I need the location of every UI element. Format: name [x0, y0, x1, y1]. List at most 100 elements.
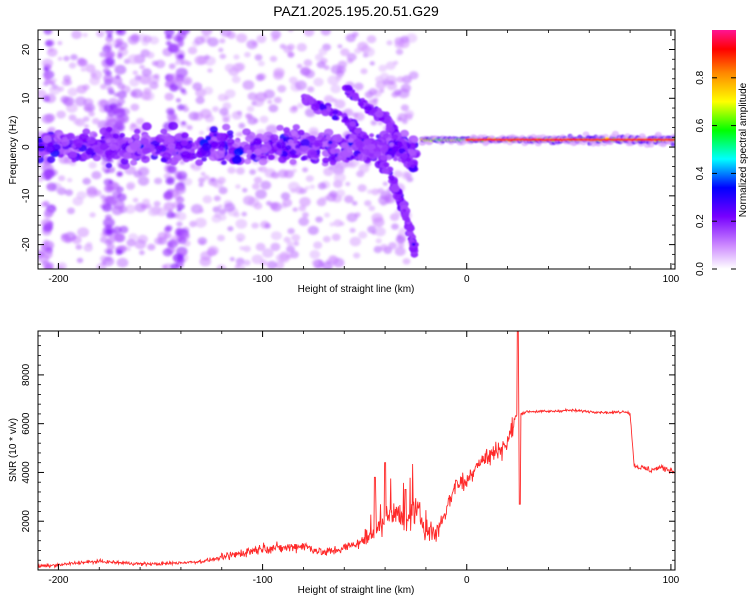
spectral-blob: [393, 170, 403, 178]
spectral-blob: [393, 157, 398, 162]
spectral-blob: [277, 85, 287, 93]
spectral-blob: [290, 130, 297, 136]
snr-xtick-label: 100: [663, 575, 680, 586]
colorbar: 0.0 0.2 0.4 0.6 0.8 Normalized spectral ampl…: [695, 30, 749, 276]
spectral-blob: [349, 236, 361, 247]
spectral-blob: [199, 130, 205, 135]
spectral-blob: [56, 110, 66, 119]
spectral-blob: [343, 116, 348, 120]
spectral-blob: [289, 149, 297, 156]
spectral-blob: [103, 217, 115, 228]
spectral-blob: [62, 136, 68, 142]
spectral-blob: [219, 107, 229, 116]
spectral-blob: [73, 118, 81, 125]
spectral-blob: [71, 30, 82, 39]
spectral-blob: [354, 128, 362, 135]
spectral-blob: [298, 205, 307, 212]
spectral-blob: [351, 92, 359, 99]
spectral-blob: [377, 188, 384, 194]
spectral-blob: [176, 231, 182, 236]
spectral-blob: [80, 67, 87, 72]
spectral-blob: [348, 37, 354, 42]
spectral-blob: [67, 207, 75, 215]
spectral-blob: [167, 165, 177, 174]
spectral-blob: [104, 169, 110, 174]
spectral-blob: [383, 162, 390, 168]
spectral-blob: [100, 83, 107, 90]
spectral-blob: [288, 76, 298, 85]
spectral-blob: [168, 209, 174, 214]
spectral-blob: [176, 221, 183, 227]
spectral-blob: [405, 157, 412, 162]
spectral-blob: [107, 237, 115, 244]
spectral-blob: [347, 58, 354, 64]
spectral-blob: [375, 80, 387, 90]
spectral-blob: [177, 53, 184, 60]
spectral-blob: [51, 77, 57, 83]
snr-xtick-label: -200: [48, 575, 68, 586]
spectral-blob: [104, 195, 115, 204]
spectral-blob: [187, 46, 198, 55]
spectral-blob: [304, 69, 315, 79]
spectral-blob: [167, 241, 174, 247]
spectral-blob: [271, 36, 278, 42]
spectral-blob: [331, 115, 338, 121]
snr-xtick-label: 0: [464, 575, 470, 586]
spectral-blob: [169, 212, 177, 218]
colorbar-tick-label: 0.8: [695, 70, 706, 84]
spectral-blob: [283, 130, 291, 137]
spectral-blob: [175, 196, 185, 204]
spectral-blob: [243, 195, 255, 206]
colorbar-tick-label: 0.2: [695, 214, 706, 228]
spectral-blob: [137, 176, 150, 186]
spectral-blob: [397, 242, 405, 248]
spectral-blob: [332, 109, 339, 115]
spectral-blob: [292, 207, 298, 212]
spectral-blob: [257, 167, 263, 172]
spectral-blob: [82, 177, 91, 185]
spectral-blob: [340, 48, 350, 57]
spectral-blob: [108, 179, 114, 184]
spectral-blob: [106, 243, 115, 251]
spectral-blob: [117, 82, 126, 90]
spectral-blob: [180, 259, 186, 263]
spectral-blob: [103, 184, 115, 194]
spectral-blob: [218, 47, 224, 53]
spectral-blob: [141, 155, 150, 164]
colorbar-tick-label: 0.0: [695, 262, 706, 276]
spectral-blob: [210, 177, 216, 183]
spectral-blob: [78, 58, 88, 67]
spectral-blob: [331, 233, 341, 241]
spectral-blob: [167, 179, 173, 184]
spectral-blob: [246, 149, 252, 155]
spectral-blob: [153, 200, 161, 207]
spectral-blob: [303, 30, 315, 37]
spectral-blob: [214, 150, 225, 159]
spectral-blob: [285, 145, 292, 151]
spectral-blob: [167, 142, 176, 150]
spectral-blob: [287, 228, 295, 235]
spectral-blob: [192, 82, 203, 91]
spectral-blob: [300, 138, 310, 147]
snr-ytick-label: 6000: [21, 412, 32, 435]
spectral-blob: [105, 214, 112, 220]
spectral-blob: [276, 150, 283, 156]
spectral-blob: [229, 257, 235, 262]
spectral-blob: [346, 212, 358, 223]
spectral-blob: [153, 73, 160, 79]
spectral-blob: [328, 140, 333, 145]
spectral-blob: [273, 70, 284, 80]
spectral-blob: [140, 91, 152, 101]
spectral-blob: [46, 47, 58, 57]
spectral-blob: [400, 83, 412, 93]
spectral-blob: [270, 202, 282, 212]
spectral-blob: [43, 30, 53, 35]
spectral-blob: [242, 187, 248, 193]
spectral-blob: [411, 137, 419, 144]
spectral-blob: [141, 68, 152, 77]
spectral-blob: [43, 66, 49, 72]
spectral-blob: [75, 244, 83, 250]
spectral-blob: [209, 140, 219, 148]
